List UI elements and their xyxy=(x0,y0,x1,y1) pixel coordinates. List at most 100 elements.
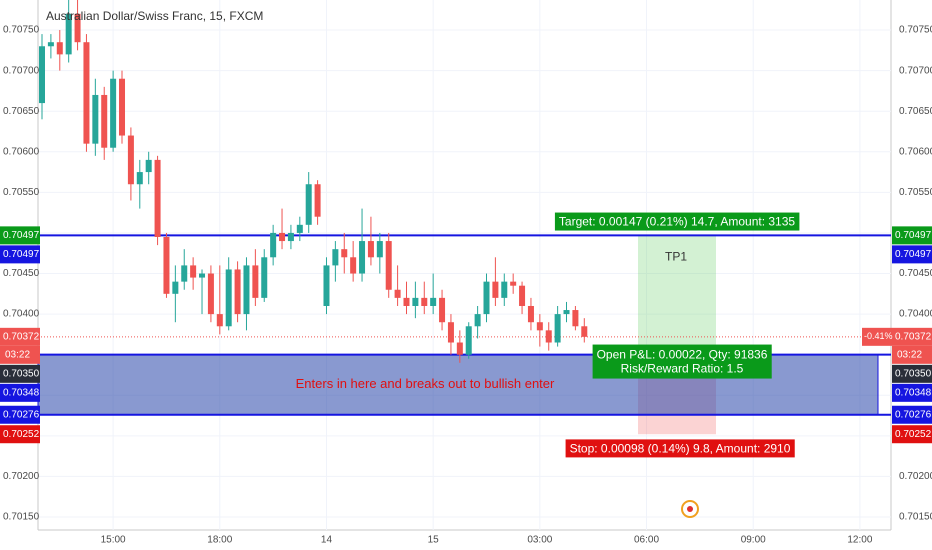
x-tick-label: 12:00 xyxy=(847,535,872,546)
change-bg xyxy=(862,327,892,346)
price-tag-label-right: 0.70348 xyxy=(895,387,932,398)
y-tick-label-right: 0.70750 xyxy=(899,25,932,36)
candle-body xyxy=(172,281,179,294)
candle-body xyxy=(439,297,446,323)
candle-body xyxy=(261,257,268,298)
y-tick-label-right: 0.70450 xyxy=(899,268,932,279)
candle-body xyxy=(65,13,72,55)
y-tick-label-right: 0.70200 xyxy=(899,471,932,482)
change-label: -0.41% xyxy=(864,331,893,341)
y-tick-label-right: 0.70400 xyxy=(899,309,932,320)
price-tag-label-left: 0.70350 xyxy=(3,368,40,379)
x-tick-label: 06:00 xyxy=(634,535,659,546)
candle-body xyxy=(536,322,543,331)
candle-body xyxy=(56,42,63,55)
candle-body xyxy=(385,241,392,290)
y-tick-label-right: 0.70600 xyxy=(899,146,932,157)
y-tick-label-right: 0.70700 xyxy=(899,65,932,76)
x-tick-label: 03:00 xyxy=(527,535,552,546)
candle-body xyxy=(527,305,534,323)
price-tag-left xyxy=(0,425,40,444)
candle-body xyxy=(314,184,321,217)
y-tick-label: 0.70150 xyxy=(3,512,40,523)
target-zone xyxy=(638,235,716,348)
candle-body xyxy=(394,289,401,298)
candle-body xyxy=(207,273,214,315)
candle-body xyxy=(252,265,259,298)
pl-label: Open P&L: 0.00022, Qty: 91836 xyxy=(597,348,768,362)
candle-body xyxy=(243,265,250,315)
stop-label-group: Stop: 0.00098 (0.14%) 9.8, Amount: 2910 xyxy=(565,439,795,458)
candle-body xyxy=(341,249,348,258)
candle-body xyxy=(199,273,206,278)
price-tag-label-right: 0.70497 xyxy=(895,230,932,241)
price-tag-left xyxy=(0,383,40,402)
price-tag-right xyxy=(892,327,932,346)
tp-label: TP1 xyxy=(665,250,687,264)
price-tag-label-left: 0.70252 xyxy=(3,429,40,440)
y-tick-label-right: 0.70150 xyxy=(899,512,932,523)
rr-label: Risk/Reward Ratio: 1.5 xyxy=(621,362,744,376)
price-tag-right xyxy=(892,364,932,383)
candle-body xyxy=(474,314,481,327)
price-tag-label-right: 0.70252 xyxy=(895,429,932,440)
price-tag-label-left: 0.70372 xyxy=(3,331,40,342)
price-tag-left xyxy=(0,364,40,383)
candle-body xyxy=(181,265,188,282)
y-tick-label-right: 0.70650 xyxy=(899,106,932,117)
stop-label-bg xyxy=(565,439,795,458)
candle-body xyxy=(234,269,241,315)
stop-label: Stop: 0.00098 (0.14%) 9.8, Amount: 2910 xyxy=(570,441,791,455)
target-label-bg xyxy=(554,212,800,231)
price-tag-right xyxy=(892,383,932,402)
y-tick-label: 0.70200 xyxy=(3,471,40,482)
candle-body xyxy=(154,159,161,237)
candle-body xyxy=(572,310,579,327)
chart-title: Australian Dollar/Swiss Franc, 15, FXCM xyxy=(46,9,263,23)
candle-body xyxy=(421,297,428,306)
x-tick-label: 09:00 xyxy=(741,535,766,546)
candle-body xyxy=(412,297,419,306)
candle-body xyxy=(190,265,197,278)
candle-body xyxy=(296,224,303,233)
price-tag-label-left: 0.70348 xyxy=(3,387,40,398)
candle-body xyxy=(74,13,81,43)
candle-body xyxy=(47,42,54,47)
price-tag-right xyxy=(892,425,932,444)
candle-body xyxy=(430,297,437,306)
y-tick-label: 0.70600 xyxy=(3,146,40,157)
countdown: 03:22 xyxy=(5,349,30,360)
y-tick-label-right: 0.70550 xyxy=(899,187,932,198)
candle-body xyxy=(376,241,383,258)
candle-body xyxy=(287,232,294,242)
price-tag-label-left: 0.70276 xyxy=(3,409,40,420)
price-tag-right xyxy=(892,405,932,424)
candle-body xyxy=(270,232,277,258)
candle-body xyxy=(323,265,330,306)
candle-body xyxy=(279,232,286,242)
candle-body xyxy=(145,159,152,173)
candle-body xyxy=(554,314,561,343)
candle-body xyxy=(136,172,143,185)
candle-body xyxy=(92,94,99,144)
x-tick-label: 15:00 xyxy=(101,535,126,546)
price-tag-left xyxy=(0,327,40,346)
pl-bg xyxy=(592,344,772,379)
candle-body xyxy=(501,281,508,298)
y-tick-label: 0.70750 xyxy=(3,25,40,36)
candle-body xyxy=(163,236,170,294)
x-tick-label: 14 xyxy=(321,535,333,546)
candle-body xyxy=(83,42,90,144)
candle-body xyxy=(447,322,454,343)
price-tag-label-right: 0.70350 xyxy=(895,368,932,379)
x-tick-label: 18:00 xyxy=(207,535,232,546)
pl-group: Open P&L: 0.00022, Qty: 91836Risk/Reward… xyxy=(592,344,772,379)
candle-body xyxy=(563,310,570,315)
price-tag-right xyxy=(892,226,932,245)
candle-body xyxy=(305,184,312,225)
y-tick-label: 0.70700 xyxy=(3,65,40,76)
candle-body xyxy=(359,241,366,274)
candle-body xyxy=(101,94,108,148)
candle-body xyxy=(216,314,223,327)
